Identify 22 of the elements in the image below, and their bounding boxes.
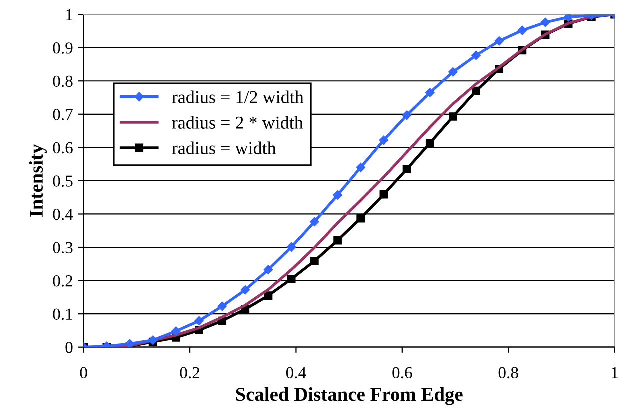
y-tick-label: 0.2 <box>53 276 72 287</box>
y-tick-label: 0.3 <box>53 242 73 254</box>
y-tick-label: 0.7 <box>53 109 73 120</box>
y-tick-label: 0.6 <box>53 142 73 154</box>
legend-label: radius = width <box>172 142 276 154</box>
x-tick-label: 0 <box>80 367 88 379</box>
y-tick-label: 0.4 <box>53 208 74 220</box>
y-tick-label: 0.9 <box>53 42 73 54</box>
x-tick-label: 0.2 <box>180 367 200 379</box>
x-tick-label: 1 <box>612 367 618 378</box>
y-tick-label: 1 <box>66 9 72 20</box>
legend-label: radius = 1/2 width <box>172 90 304 104</box>
y-tick-label: 0.8 <box>53 76 73 88</box>
x-tick-label: 0.6 <box>392 367 412 379</box>
legend-label: radius = 2 * width <box>172 116 304 129</box>
y-tick-label: 0.1 <box>53 308 72 320</box>
x-axis-title: Scaled Distance From Edge <box>236 387 463 406</box>
x-tick-label: 0.8 <box>498 367 518 379</box>
x-tick-label: 0.4 <box>286 367 306 379</box>
y-tick-label: 0.5 <box>53 176 73 187</box>
y-tick-label: 0 <box>66 342 73 354</box>
y-axis-title: Intensity <box>29 144 48 218</box>
